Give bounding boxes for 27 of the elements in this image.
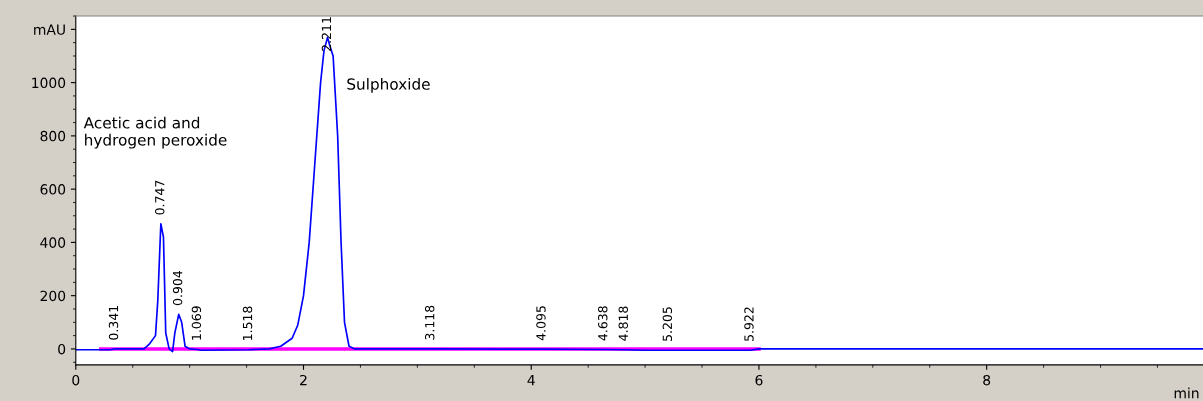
annotation: 5.922 bbox=[744, 307, 754, 341]
y-tick-label: mAU bbox=[34, 24, 65, 35]
x-tick-label: 6 bbox=[755, 374, 763, 386]
annotation: 3.118 bbox=[424, 305, 435, 340]
annotation: 1.518 bbox=[242, 306, 253, 341]
annotation: 0.904 bbox=[172, 270, 183, 306]
annotation: Acetic acid and hydrogen peroxide bbox=[83, 116, 227, 149]
annotation: 2.211 bbox=[321, 17, 331, 51]
y-tick-label: 400 bbox=[40, 237, 66, 248]
y-tick-label: 0 bbox=[58, 343, 66, 355]
annotation: 5.205 bbox=[662, 307, 673, 341]
annotation: 0.747 bbox=[155, 180, 165, 215]
x-tick-label: 0 bbox=[72, 374, 80, 386]
y-tick-label: 200 bbox=[40, 290, 66, 302]
y-tick-label: 1000 bbox=[32, 77, 66, 89]
annotation: 4.638 bbox=[598, 306, 608, 341]
x-tick-label: 8 bbox=[983, 374, 991, 386]
annotation: 4.095 bbox=[536, 306, 546, 341]
annotation: 4.818 bbox=[618, 306, 628, 341]
x-tick-label: 2 bbox=[300, 374, 307, 386]
y-tick-label: 600 bbox=[40, 184, 66, 195]
x-tick-label: 4 bbox=[527, 375, 535, 386]
x-axis-title: min bbox=[1174, 387, 1199, 399]
annotation: Sulphoxide bbox=[347, 78, 430, 93]
annotation: 0.341 bbox=[108, 305, 119, 340]
annotation: 1.069 bbox=[191, 306, 202, 340]
y-tick-label: 800 bbox=[40, 130, 66, 142]
